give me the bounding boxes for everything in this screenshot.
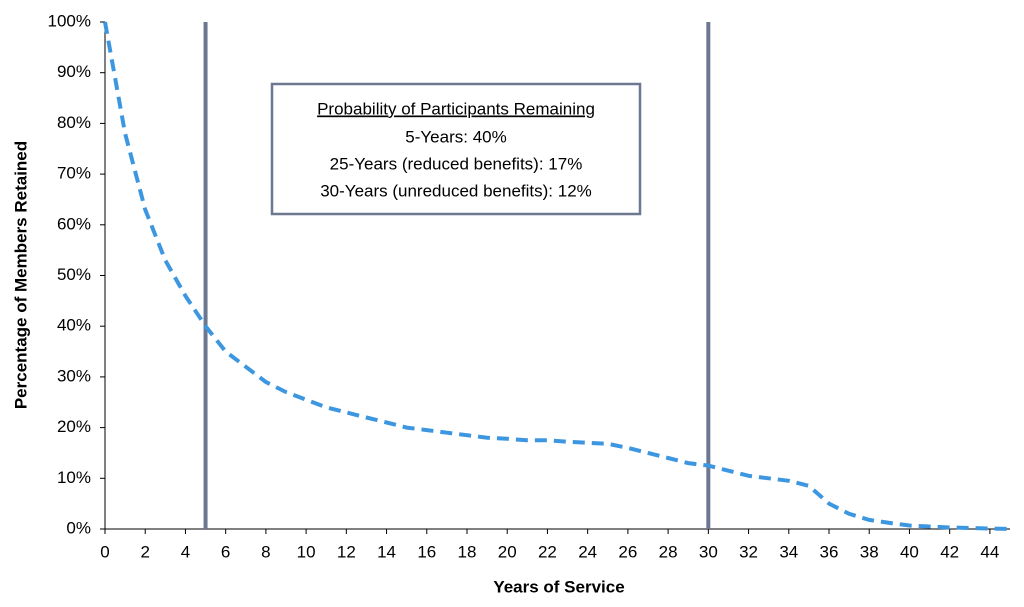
x-tick-label: 8: [261, 542, 270, 561]
y-tick-label: 80%: [57, 113, 91, 132]
annotation-line: 30-Years (unreduced benefits): 12%: [320, 181, 592, 200]
y-tick-label: 20%: [57, 417, 91, 436]
x-tick-label: 30: [699, 542, 718, 561]
x-tick-label: 0: [100, 542, 109, 561]
y-tick-label: 0%: [66, 518, 91, 537]
x-tick-label: 18: [458, 542, 477, 561]
x-axis-title: Years of Service: [493, 577, 624, 596]
annotation-box: Probability of Participants Remaining 5-Y…: [270, 82, 642, 216]
y-axis-title: Percentage of Members Retained: [11, 141, 30, 409]
x-tick-label: 14: [377, 542, 396, 561]
x-tick-label: 10: [297, 542, 316, 561]
y-tick-label: 90%: [57, 62, 91, 81]
y-tick-label: 30%: [57, 366, 91, 385]
y-tick-label: 70%: [57, 164, 91, 183]
x-tick-label: 6: [221, 542, 230, 561]
x-tick-label: 2: [140, 542, 149, 561]
x-tick-label: 40: [900, 542, 919, 561]
x-tick-label: 44: [980, 542, 999, 561]
annotation-line: 5-Years: 40%: [405, 127, 506, 146]
x-tick-label: 38: [860, 542, 879, 561]
x-tick-label: 34: [779, 542, 798, 561]
annotation-line: 25-Years (reduced benefits): 17%: [330, 154, 583, 173]
x-tick-label: 16: [417, 542, 436, 561]
x-tick-label: 42: [940, 542, 959, 561]
x-tick-label: 12: [337, 542, 356, 561]
y-tick-label: 40%: [57, 316, 91, 335]
x-tick-label: 26: [618, 542, 637, 561]
annotation-frame: [270, 82, 642, 216]
y-tick-label: 10%: [57, 468, 91, 487]
y-tick-label: 50%: [57, 265, 91, 284]
y-tick-label: 60%: [57, 214, 91, 233]
x-tick-label: 4: [181, 542, 190, 561]
annotation-title: Probability of Participants Remaining: [317, 99, 595, 118]
x-tick-label: 32: [739, 542, 758, 561]
y-tick-label: 100%: [48, 11, 91, 30]
x-tick-label: 22: [538, 542, 557, 561]
data-line: [103, 21, 1011, 531]
x-tick-label: 24: [578, 542, 597, 561]
x-tick-label: 28: [659, 542, 678, 561]
x-tick-label: 36: [820, 542, 839, 561]
x-tick-label: 20: [498, 542, 517, 561]
